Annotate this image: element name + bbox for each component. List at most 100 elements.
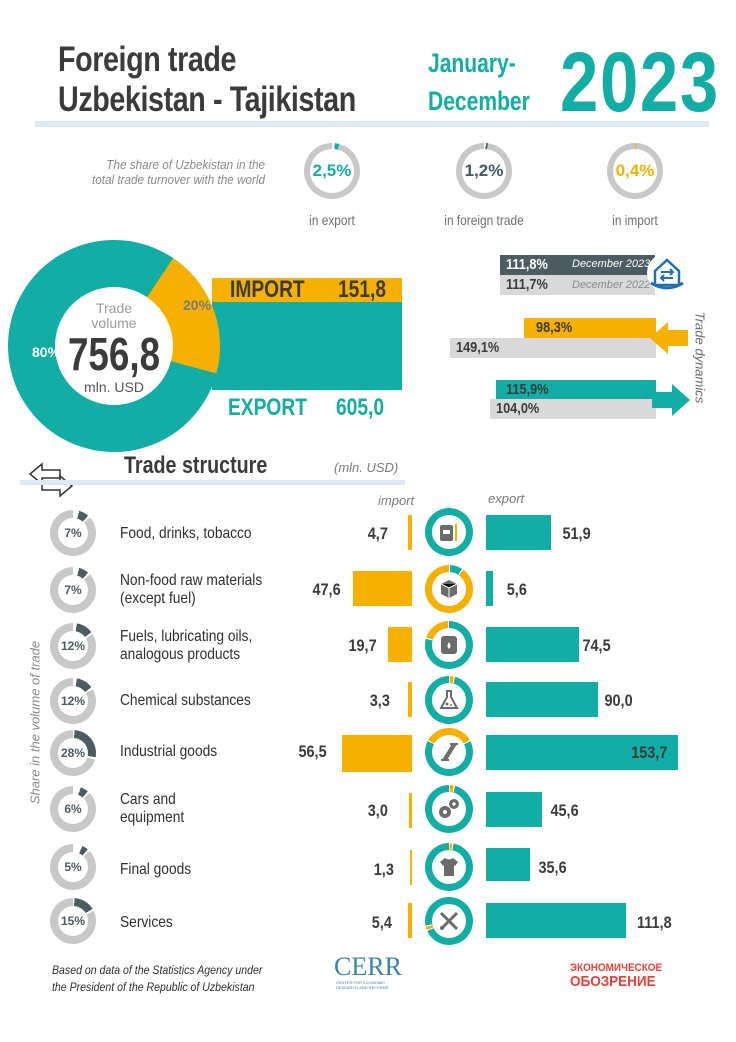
export-label: EXPORT <box>228 394 307 421</box>
import-bar <box>408 515 412 550</box>
donut-center: Trade volume 756,8 mln. USD <box>55 287 173 405</box>
share-pct: 12% <box>58 686 88 716</box>
export-bar <box>486 735 678 770</box>
dyn-import-2023-bar <box>524 318 656 338</box>
share-ring: 12% <box>50 678 96 724</box>
share-description: The share of Uzbekistan in the total tra… <box>81 157 265 187</box>
dyn-import-2022: 149,1% <box>456 339 500 356</box>
export-bar <box>486 903 626 938</box>
structure-unit: (mln. USD) <box>334 460 399 475</box>
logo2-line-2: ОБОЗРЕНИЕ <box>570 973 656 990</box>
import-bar <box>342 735 412 772</box>
source-note: Based on data of the Statistics Agency u… <box>52 962 262 996</box>
import-arrow-icon <box>648 318 688 363</box>
export-bar <box>486 848 530 881</box>
header-divider <box>35 121 709 127</box>
share-side-label: Share in the volume of trade <box>27 640 43 805</box>
gears-icon <box>432 792 466 826</box>
share-pct: 7% <box>58 575 88 605</box>
share-pct: 5% <box>58 852 88 882</box>
share-ring: 15% <box>50 898 96 944</box>
export-value: 45,6 <box>550 801 579 820</box>
share-pct: 15% <box>58 906 88 936</box>
import-bar <box>408 682 412 717</box>
period: January- December <box>428 44 530 120</box>
trade-volume-label: Trade volume <box>55 301 173 331</box>
trade-dynamics-label: Trade dynamics <box>692 311 708 404</box>
import-label: IMPORT <box>230 276 305 303</box>
category-label: Cars and <box>120 791 176 808</box>
import-value: 19,7 <box>348 636 377 655</box>
year: 2023 <box>560 35 720 129</box>
steel-beam-icon <box>432 735 466 769</box>
export-bar <box>486 627 579 662</box>
dyn-export-2022-bar <box>490 399 656 419</box>
category-label: Food, drinks, tobacco <box>120 525 252 542</box>
dyn-total-2023: 111,8% <box>506 256 548 273</box>
share-export-ring: 2,5% <box>304 143 360 199</box>
export-value: 153,7 <box>631 743 668 762</box>
export-value: 5,6 <box>506 580 527 599</box>
dyn-export-2022: 104,0% <box>496 400 540 417</box>
share-pct: 12% <box>58 631 88 661</box>
period-line-1: January- <box>428 48 516 78</box>
export-value: 605,0 <box>336 394 385 421</box>
share-pct: 28% <box>58 738 88 768</box>
category-ring <box>425 621 473 669</box>
category-label: Chemical substances <box>120 692 251 709</box>
export-bar <box>486 515 551 550</box>
export-header: export <box>488 491 525 506</box>
share-import-ring: 0,4% <box>607 143 663 199</box>
share-ring: 28% <box>50 730 96 776</box>
section-title: Trade structure <box>124 452 268 479</box>
share-import-label: in import <box>612 212 658 228</box>
import-header: import <box>378 493 415 508</box>
source-line-1: Based on data of the Statistics Agency u… <box>52 963 263 977</box>
import-total-bar <box>212 278 402 302</box>
share-trade-ring: 1,2% <box>456 143 512 199</box>
page-title: Foreign trade Uzbekistan - Tajikistan <box>58 40 356 120</box>
category-ring <box>425 508 473 556</box>
share-ring: 12% <box>50 623 96 669</box>
dyn-total-2022: 111,7% <box>506 276 548 293</box>
dyn-export-2023: 115,9% <box>506 381 549 398</box>
share-trade-label: in foreign trade <box>444 212 524 228</box>
share-export-label: in export <box>309 212 355 228</box>
share-pct: 7% <box>58 518 88 548</box>
import-value: 3,3 <box>369 691 390 710</box>
share-ring: 5% <box>50 844 96 890</box>
import-bar <box>388 627 412 662</box>
share-trade-value: 1,2% <box>462 149 506 193</box>
dyn-total-2022-bar <box>500 275 655 295</box>
export-value: 51,9 <box>562 524 591 543</box>
import-value: 3,0 <box>367 801 388 820</box>
export-value: 74,5 <box>582 636 611 655</box>
share-ring: 7% <box>50 510 96 556</box>
share-pct: 6% <box>58 794 88 824</box>
import-value: 1,3 <box>373 860 394 879</box>
import-value: 151,8 <box>338 276 387 303</box>
tshirt-icon <box>432 850 466 884</box>
share-import-value: 0,4% <box>613 149 657 193</box>
dyn-total-2023-bar <box>500 255 655 275</box>
share-ring: 6% <box>50 786 96 832</box>
import-value: 47,6 <box>312 580 341 599</box>
category-ring <box>425 843 473 891</box>
share-desc-line2: total trade turnover with the world <box>92 172 265 187</box>
export-bar <box>486 682 598 717</box>
category-ring <box>425 728 473 776</box>
share-ring: 7% <box>50 567 96 613</box>
category-ring <box>425 676 473 724</box>
dyn-total-2022-label: December 2022 <box>572 279 651 291</box>
import-bar <box>410 850 412 885</box>
period-line-2: December <box>428 86 530 116</box>
category-label-2: analogous products <box>120 646 241 663</box>
export-bar <box>486 571 493 606</box>
dyn-export-2023-bar <box>496 380 656 400</box>
export-arrow-icon <box>652 380 692 425</box>
tools-icon <box>432 904 466 938</box>
flask-icon <box>432 683 466 717</box>
cerr-logo: CERR <box>334 952 402 981</box>
share-desc-line1: The share of Uzbekistan in the <box>106 157 265 172</box>
export-value: 111,8 <box>637 913 672 932</box>
